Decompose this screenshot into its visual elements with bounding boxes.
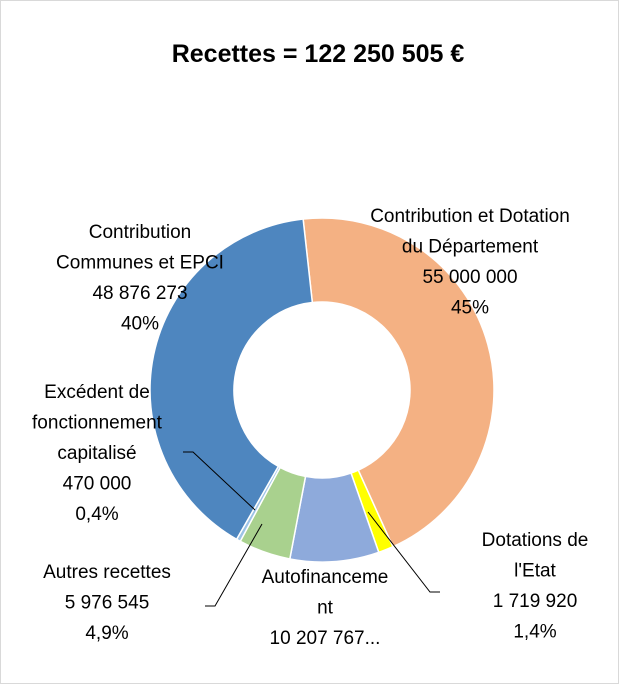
chart-title: Recettes = 122 250 505 € [172, 40, 465, 68]
percent-label: 45% [451, 298, 489, 319]
donut-slice [149, 218, 314, 541]
value-label: 48 876 273 [92, 283, 187, 304]
leader-line [183, 451, 256, 511]
category-label: Dotations de l'Etat [482, 530, 589, 582]
leader-line [205, 523, 263, 607]
percent-label: 1,4% [513, 622, 556, 643]
value-label: 5 976 545 [65, 593, 150, 614]
percent-label: 40% [121, 314, 159, 335]
percent-label: 4,9% [85, 623, 128, 644]
category-label: Contribution Communes et EPCI [56, 222, 224, 274]
value-label: 470 000 [63, 474, 132, 495]
value-label: 10 207 767... [270, 628, 381, 649]
category-label: Autres recettes [43, 562, 171, 583]
category-label: Autofinanceme nt [262, 567, 389, 619]
leader-line [367, 511, 440, 593]
category-label: Contribution et Dotation du Département [370, 206, 570, 258]
value-label: 55 000 000 [422, 267, 517, 288]
donut-slice [302, 217, 495, 548]
category-label: Excédent de fonctionnement capitalisé [32, 382, 163, 464]
value-label: 1 719 920 [493, 591, 578, 612]
percent-label: 0,4% [75, 504, 118, 525]
